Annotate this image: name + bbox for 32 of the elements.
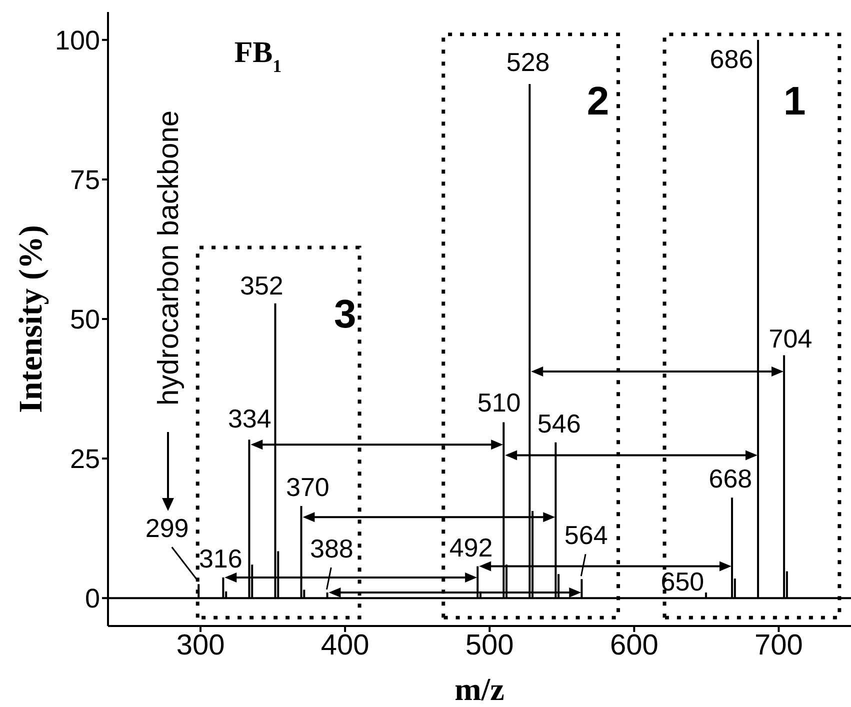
y-tick-label: 100 xyxy=(54,25,100,56)
annotation: 704 xyxy=(768,323,812,354)
annotation: 3 xyxy=(334,292,356,337)
annotation: 1 xyxy=(784,79,806,124)
annotation: 528 xyxy=(506,47,550,78)
y-axis-title: Intensity (%) xyxy=(14,225,50,413)
annotation: hydrocarbon backbone xyxy=(153,110,185,406)
annotation: 370 xyxy=(286,472,330,502)
annotation: 352 xyxy=(240,270,284,300)
x-tick-label: 400 xyxy=(320,630,370,662)
annotation: 388 xyxy=(310,534,354,564)
annotation: 564 xyxy=(564,520,608,550)
x-axis-title: m/z xyxy=(454,671,504,707)
y-tick-label: 50 xyxy=(70,304,100,335)
y-tick-label: 0 xyxy=(84,584,100,614)
annotation: 668 xyxy=(708,464,752,494)
text: FB$_{1}$ xyxy=(234,36,282,76)
annotation: 492 xyxy=(449,532,493,562)
annotation: 546 xyxy=(537,408,581,438)
y-tick-label: 75 xyxy=(70,165,100,196)
x-tick-label: 300 xyxy=(176,630,225,662)
annotation: 299 xyxy=(145,513,189,544)
annotation: 650 xyxy=(660,566,704,597)
annotation: 316 xyxy=(198,543,242,574)
y-tick-label: 25 xyxy=(70,444,100,474)
x-tick-label: 700 xyxy=(754,630,803,662)
annotation: 334 xyxy=(228,404,272,434)
annotation: 510 xyxy=(477,387,521,418)
annotation: 686 xyxy=(710,44,754,74)
x-tick-label: 600 xyxy=(610,630,658,662)
annotation: 2 xyxy=(586,79,610,124)
x-tick-label: 500 xyxy=(465,630,514,662)
